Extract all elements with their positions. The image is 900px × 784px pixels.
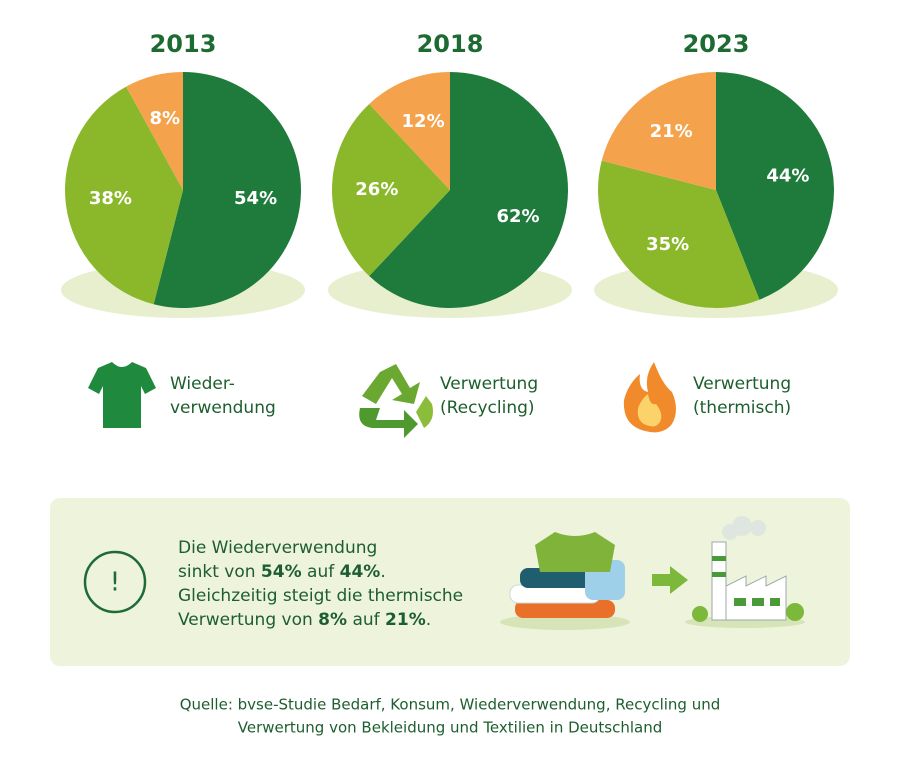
notice-line: Gleichzeitig steigt die thermische bbox=[178, 586, 463, 606]
data-label: 21% bbox=[650, 121, 693, 142]
source-line: Quelle: bvse-Studie Bedarf, Konsum, Wied… bbox=[180, 696, 721, 714]
notice-icon: ! bbox=[110, 568, 120, 598]
pie-slice bbox=[126, 72, 183, 190]
data-label: 35% bbox=[646, 234, 689, 255]
factory-illustration bbox=[685, 516, 805, 628]
legend-label: Wieder- verwendung bbox=[170, 374, 276, 418]
data-label: 44% bbox=[766, 165, 809, 186]
notice-text: . bbox=[380, 562, 385, 582]
notice-line: Verwertung von 8% auf 21%. bbox=[178, 610, 431, 630]
data-label: 62% bbox=[496, 206, 539, 227]
notice-box bbox=[50, 498, 850, 666]
clothes-illustration bbox=[500, 532, 630, 630]
pie-slice bbox=[369, 72, 450, 190]
pie-slice bbox=[332, 103, 450, 277]
notice-text: sinkt von bbox=[178, 562, 261, 582]
recycle-icon bbox=[359, 364, 433, 438]
pie-slice bbox=[369, 72, 568, 308]
pie-slice bbox=[153, 72, 301, 308]
arrow-icon bbox=[652, 566, 688, 594]
legend-label: Verwertung (Recycling) bbox=[440, 374, 539, 418]
chart-title: 2013 bbox=[150, 30, 217, 58]
pie-slice bbox=[716, 72, 834, 300]
pie-slice bbox=[598, 160, 760, 308]
notice-text: . bbox=[426, 610, 431, 630]
source-line: Verwertung von Bekleidung und Textilien … bbox=[238, 719, 662, 737]
pie-slice bbox=[65, 86, 183, 305]
notice-text: auf bbox=[347, 610, 385, 630]
chart-title: 2023 bbox=[683, 30, 750, 58]
pie-slice bbox=[601, 72, 716, 190]
notice-text: 8% bbox=[318, 610, 347, 630]
flame-icon bbox=[623, 362, 676, 433]
data-label: 26% bbox=[355, 179, 398, 200]
data-label: 38% bbox=[89, 188, 132, 209]
chart-title: 2018 bbox=[417, 30, 484, 58]
notice-line: Die Wiederverwendung bbox=[178, 538, 377, 558]
data-label: 8% bbox=[150, 108, 181, 129]
data-label: 54% bbox=[234, 188, 277, 209]
notice-text: Gleichzeitig steigt die thermische bbox=[178, 586, 463, 606]
notice-text: 44% bbox=[340, 562, 381, 582]
tshirt-icon bbox=[88, 362, 156, 428]
notice-text: 21% bbox=[385, 610, 426, 630]
notice-text: Verwertung von bbox=[178, 610, 318, 630]
notice-line: sinkt von 54% auf 44%. bbox=[178, 562, 386, 582]
notice-text: Die Wiederverwendung bbox=[178, 538, 377, 558]
legend-label: Verwertung (thermisch) bbox=[693, 374, 792, 418]
notice-icon-circle bbox=[83, 550, 147, 614]
notice-text: auf bbox=[302, 562, 340, 582]
data-label: 12% bbox=[402, 111, 445, 132]
notice-text: 54% bbox=[261, 562, 302, 582]
